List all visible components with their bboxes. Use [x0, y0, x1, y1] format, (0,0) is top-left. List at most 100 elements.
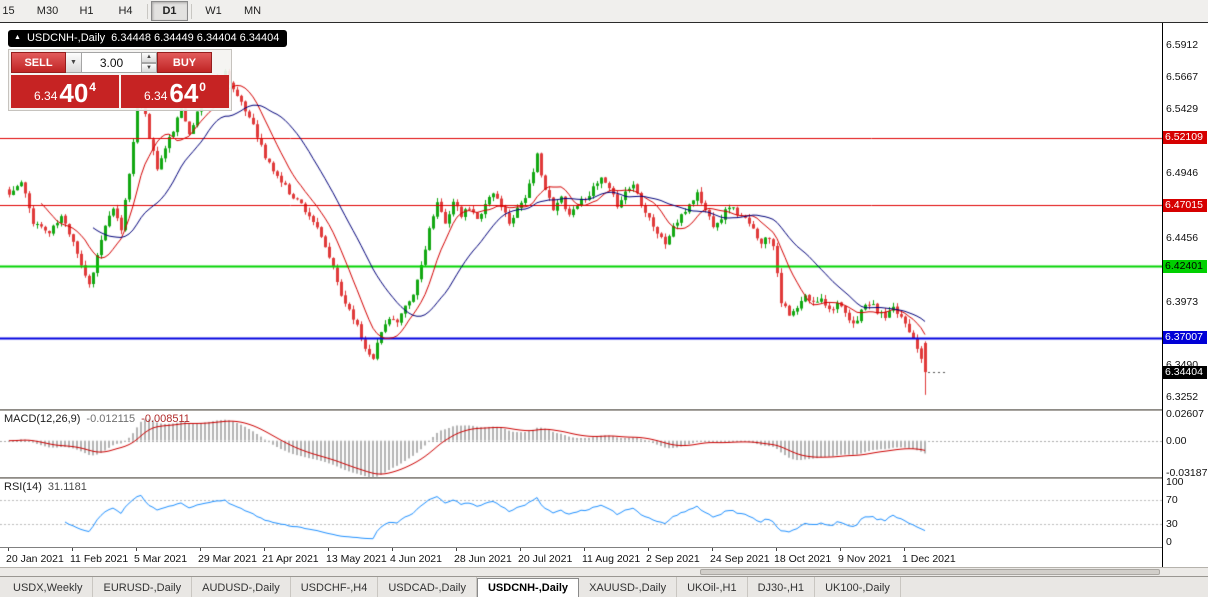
volume-input[interactable]	[82, 52, 142, 73]
buy-button[interactable]: BUY	[157, 52, 212, 73]
chart-tab-XAUUSD-Daily[interactable]: XAUUSD-,Daily	[579, 577, 678, 597]
axis-tick-label: 6.5912	[1166, 38, 1199, 51]
date-tick	[72, 548, 73, 551]
date-tick	[456, 548, 457, 551]
date-tick	[264, 548, 265, 551]
date-label: 11 Feb 2021	[70, 553, 129, 565]
panel-divider[interactable]	[0, 477, 1162, 479]
date-tick	[136, 548, 137, 551]
date-label: 28 Jun 2021	[454, 553, 512, 565]
chart-tab-USDCNH-Daily[interactable]: USDCNH-,Daily	[476, 578, 580, 597]
chart-tab-USDCHF-H4[interactable]: USDCHF-,H4	[291, 577, 379, 597]
timeframe-button-D1[interactable]: D1	[151, 1, 188, 21]
chart-title-bar: ▲ USDCNH-,Daily 6.34448 6.34449 6.34404 …	[8, 30, 288, 47]
date-tick	[520, 548, 521, 551]
timeframe-button-MN[interactable]: MN	[243, 5, 262, 17]
date-tick	[8, 548, 9, 551]
axis-tick-label: 100	[1166, 476, 1184, 488]
axis-tick-label: 0.00	[1166, 434, 1187, 447]
chart-ohlc-values: 6.34448 6.34449 6.34404 6.34404	[111, 32, 280, 44]
axis-tick-label: 6.3490	[1166, 360, 1198, 371]
chart-tab-USDCAD-Daily[interactable]: USDCAD-,Daily	[378, 577, 477, 597]
price-level-badge: 6.52109	[1163, 131, 1207, 145]
price-axis[interactable]: 6.59126.56676.54296.51916.49466.44566.39…	[1162, 23, 1208, 567]
axis-tick-label: 6.3973	[1166, 295, 1199, 308]
chart-tab-USDX-Weekly[interactable]: USDX,Weekly	[3, 577, 94, 597]
date-tick	[584, 548, 585, 551]
timeframe-button-H1[interactable]: H1	[79, 5, 94, 17]
rsi-canvas[interactable]	[0, 479, 1162, 547]
rsi-label: RSI(14) 31.1181	[4, 481, 87, 493]
sell-price-big: 40	[59, 78, 89, 108]
main-chart-panel: ▲ USDCNH-,Daily 6.34448 6.34449 6.34404 …	[0, 23, 1162, 409]
date-tick	[200, 548, 201, 551]
chevron-down-icon: ▼	[146, 64, 152, 71]
price-level-badge: 6.47015	[1163, 198, 1207, 212]
chart-tab-UKOil-H1[interactable]: UKOil-,H1	[677, 577, 748, 597]
date-tick	[648, 548, 649, 551]
scrollbar-thumb[interactable]	[700, 569, 1160, 575]
date-label: 20 Jul 2021	[518, 553, 573, 565]
axis-tick-label: 0.02607	[1166, 407, 1204, 420]
sell-price-prefix: 6.34	[34, 89, 58, 103]
chart-tab-UK100-Daily[interactable]: UK100-,Daily	[815, 577, 901, 597]
toolbar-separator	[191, 3, 192, 19]
date-label: 5 Mar 2021	[134, 553, 188, 565]
rsi-value: 31.1181	[47, 481, 87, 493]
chevron-down-icon: ▼	[70, 59, 77, 66]
date-label: 13 May 2021	[326, 553, 387, 565]
volume-decrement-button[interactable]: ▼	[142, 62, 157, 73]
axis-tick-label: 6.3252	[1166, 390, 1199, 403]
timeframe-button-M30[interactable]: M30	[36, 5, 59, 17]
macd-main-value: -0.012115	[86, 413, 136, 425]
date-tick	[328, 548, 329, 551]
macd-panel: MACD(12,26,9) -0.012115 -0.008511	[0, 411, 1162, 477]
date-tick	[904, 548, 905, 551]
axis-tick-label: 70	[1166, 494, 1178, 507]
date-axis[interactable]: 20 Jan 2021 11 Feb 2021 5 Mar 2021 29 Mar 2…	[0, 547, 1162, 567]
axis-tick-label: 6.5667	[1166, 71, 1199, 84]
timeframe-button-15[interactable]: 15	[2, 5, 15, 17]
buy-price-prefix: 6.34	[144, 89, 168, 103]
horizontal-scrollbar[interactable]	[0, 567, 1208, 576]
chart-tab-EURUSD-Daily[interactable]: EURUSD-,Daily	[93, 577, 193, 597]
sell-price-sup: 4	[89, 80, 96, 94]
price-level-badge: 6.37007	[1163, 331, 1207, 345]
date-label: 9 Nov 2021	[838, 553, 892, 565]
date-label: 29 Mar 2021	[198, 553, 257, 565]
timeframe-toolbar: 15 M30 H1 H4 D1 W1 MN	[0, 0, 1208, 23]
buy-price-display[interactable]: 6.34 64 0	[121, 75, 229, 108]
chart-tab-DJ30-H1[interactable]: DJ30-,H1	[748, 577, 816, 597]
timeframe-button-W1[interactable]: W1	[205, 5, 222, 17]
price-level-badge: 6.42401	[1163, 259, 1207, 273]
date-tick	[840, 548, 841, 551]
trade-prices-row: 6.34 40 4 6.34 64 0	[11, 75, 229, 108]
panel-divider[interactable]	[0, 409, 1162, 411]
volume-stepper: ▲ ▼	[142, 52, 157, 73]
rsi-panel: RSI(14) 31.1181	[0, 479, 1162, 547]
axis-tick-label: 6.4946	[1166, 166, 1199, 179]
timeframe-button-H4[interactable]: H4	[118, 5, 133, 17]
date-tick	[712, 548, 713, 551]
chart-tabs-bar: USDX,Weekly EURUSD-,Daily AUDUSD-,Daily USD…	[0, 576, 1208, 597]
date-label: 11 Aug 2021	[582, 553, 641, 565]
axis-tick-label: 30	[1166, 518, 1178, 531]
sell-button[interactable]: SELL	[11, 52, 66, 73]
date-label: 4 Jun 2021	[390, 553, 442, 565]
date-label: 21 Apr 2021	[262, 553, 319, 565]
chart-workspace: ▲ USDCNH-,Daily 6.34448 6.34449 6.34404 …	[0, 23, 1208, 567]
macd-canvas[interactable]	[0, 411, 1162, 477]
volume-increment-button[interactable]: ▲	[142, 52, 157, 63]
buy-price-sup: 0	[199, 80, 206, 94]
axis-tick-label: 6.5429	[1166, 102, 1199, 115]
chart-tab-AUDUSD-Daily[interactable]: AUDUSD-,Daily	[192, 577, 291, 597]
macd-name: MACD(12,26,9)	[4, 413, 81, 425]
one-click-trading-panel: SELL ▼ ▲ ▼ BUY 6.34	[8, 49, 232, 111]
sell-price-display[interactable]: 6.34 40 4	[11, 75, 119, 108]
price-level-badge: 6.34404	[1163, 365, 1207, 379]
date-label: 20 Jan 2021	[6, 553, 64, 565]
date-label: 2 Sep 2021	[646, 553, 700, 565]
volume-dropdown-button[interactable]: ▼	[66, 52, 82, 73]
date-tick	[392, 548, 393, 551]
collapse-icon[interactable]: ▲	[14, 34, 21, 41]
